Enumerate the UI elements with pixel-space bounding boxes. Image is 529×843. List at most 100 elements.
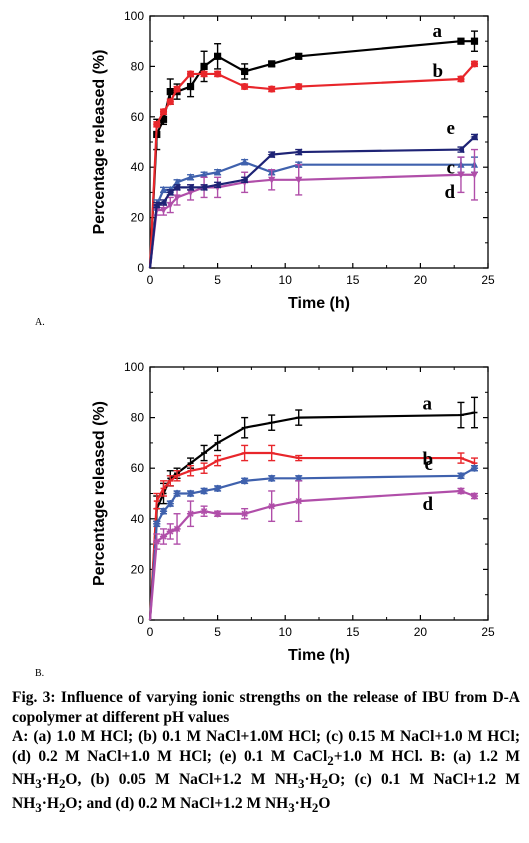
chart-panel-a: 0 5 10 15 20 25 0 20 40 60 80 100 Time (h) Percentage…: [35, 9, 495, 328]
data-point: [240, 176, 248, 184]
series-line-c: [148, 467, 476, 621]
data-point: [173, 489, 181, 498]
data-point: [200, 70, 208, 78]
data-point: [200, 507, 208, 515]
data-point: [267, 151, 275, 159]
chart-panel-b: 0 5 10 15 20 25 0 20 40 60 80 100 Time (h) Percentage…: [35, 360, 495, 679]
data-point: [470, 133, 478, 141]
y-tick-label: 80: [131, 59, 145, 73]
data-point: [268, 60, 276, 68]
series-label-b: b: [432, 61, 443, 82]
data-point: [152, 201, 160, 209]
series-line-c: [148, 161, 475, 269]
data-point: [200, 487, 208, 495]
x-tick-label: 15: [346, 273, 360, 287]
data-point: [241, 67, 249, 76]
data-point: [159, 532, 168, 541]
series-line-a: [148, 411, 475, 621]
data-point: [153, 120, 161, 128]
y-tick-label: 20: [131, 211, 145, 225]
series-e: e: [148, 118, 478, 269]
x-tick-label: 25: [481, 625, 495, 639]
data-point: [295, 176, 303, 184]
data-point: [214, 52, 222, 60]
data-point: [159, 507, 168, 515]
data-point: [200, 170, 208, 178]
data-point: [199, 183, 208, 191]
y-tick-label: 40: [131, 512, 145, 526]
series-c: c: [148, 454, 479, 621]
x-tick-label: 20: [414, 273, 428, 287]
y-axis-label: Percentage released (%): [91, 50, 108, 235]
y-axis-label: Percentage released (%): [91, 401, 108, 586]
data-point: [241, 510, 249, 518]
x-tick-label: 5: [214, 625, 221, 639]
data-point: [173, 178, 181, 186]
figure-caption: Fig. 3: Influence of varying ionic stren…: [12, 688, 520, 817]
x-tick-label: 0: [147, 625, 154, 639]
data-point: [186, 70, 195, 78]
x-axis-label: Time (h): [288, 295, 350, 312]
data-point: [457, 75, 465, 83]
series-d: d: [148, 148, 479, 269]
series-label-e: e: [446, 118, 454, 139]
x-tick-label: 15: [346, 625, 360, 639]
data-point: [153, 520, 161, 528]
data-point: [173, 85, 181, 93]
series-label-a: a: [432, 21, 442, 42]
series-line-d: [148, 173, 475, 269]
y-tick-label: 20: [131, 562, 145, 576]
data-point: [186, 173, 195, 181]
x-tick-label: 0: [147, 273, 154, 287]
data-point: [159, 108, 168, 116]
data-point: [295, 52, 303, 60]
data-point: [159, 198, 167, 207]
series-label-c: c: [424, 454, 432, 475]
data-point: [295, 82, 303, 91]
series-c: c: [148, 156, 479, 269]
data-point: [241, 82, 249, 91]
data-point: [213, 181, 221, 189]
series-label-a: a: [422, 394, 432, 415]
data-point: [470, 464, 479, 472]
x-tick-label: 20: [414, 625, 428, 639]
series-label-b: b: [422, 449, 433, 470]
y-tick-label: 60: [131, 461, 145, 475]
data-point: [166, 527, 174, 536]
x-tick-label: 25: [481, 273, 495, 287]
data-point: [457, 37, 465, 45]
series-b: b: [148, 444, 478, 621]
series-line-b: [148, 63, 476, 269]
series-a: a: [148, 21, 479, 269]
data-point: [172, 183, 181, 191]
data-point: [470, 37, 479, 45]
y-tick-label: 100: [124, 9, 144, 23]
data-point: [166, 98, 174, 106]
data-point: [457, 472, 465, 480]
x-tick-label: 5: [214, 273, 221, 287]
data-point: [457, 487, 465, 495]
data-point: [159, 115, 168, 123]
data-point: [186, 510, 195, 518]
data-point: [241, 158, 249, 166]
caption-title: Fig. 3: Influence of varying ionic stren…: [12, 689, 520, 726]
data-point: [295, 497, 303, 505]
data-point: [470, 171, 479, 179]
data-point: [186, 82, 195, 91]
series-label-c: c: [446, 158, 454, 179]
data-point: [214, 168, 222, 176]
series-line-a: [148, 40, 475, 269]
data-point: [186, 489, 195, 498]
data-point: [186, 189, 195, 197]
series-label-d: d: [422, 494, 433, 515]
data-point: [268, 502, 276, 510]
data-point: [214, 510, 222, 518]
data-point: [214, 70, 222, 78]
series-line-e: [148, 136, 476, 269]
y-tick-label: 40: [131, 160, 145, 174]
data-point: [159, 185, 168, 193]
data-point: [153, 537, 161, 546]
data-point: [166, 88, 174, 96]
series-b: b: [148, 60, 479, 269]
y-tick-label: 80: [131, 411, 145, 425]
